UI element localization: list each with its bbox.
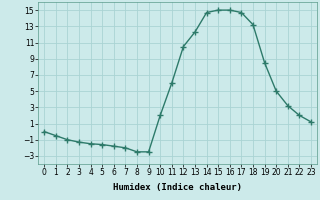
X-axis label: Humidex (Indice chaleur): Humidex (Indice chaleur) [113,183,242,192]
